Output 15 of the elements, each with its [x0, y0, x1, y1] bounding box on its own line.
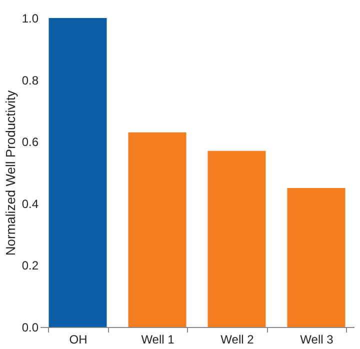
- x-tick-label: Well 1: [141, 332, 175, 346]
- y-tick-label: 0.8: [22, 73, 39, 88]
- y-tick-label: 0.0: [22, 320, 39, 334]
- y-tick-label: 0.4: [22, 196, 39, 211]
- bar: [208, 150, 266, 327]
- x-tick-label: Well 2: [220, 332, 254, 346]
- y-tick-label: 0.6: [22, 135, 39, 150]
- y-axis-title: Normalized Well Productivity: [2, 90, 18, 256]
- bar: [128, 132, 186, 327]
- y-tick-label: 1.0: [22, 12, 39, 26]
- x-tick-label: Well 3: [300, 332, 334, 346]
- y-tick-label: 0.2: [22, 258, 39, 273]
- bar: [48, 18, 107, 327]
- x-tick-label: OH: [69, 332, 88, 346]
- bar: [287, 188, 346, 327]
